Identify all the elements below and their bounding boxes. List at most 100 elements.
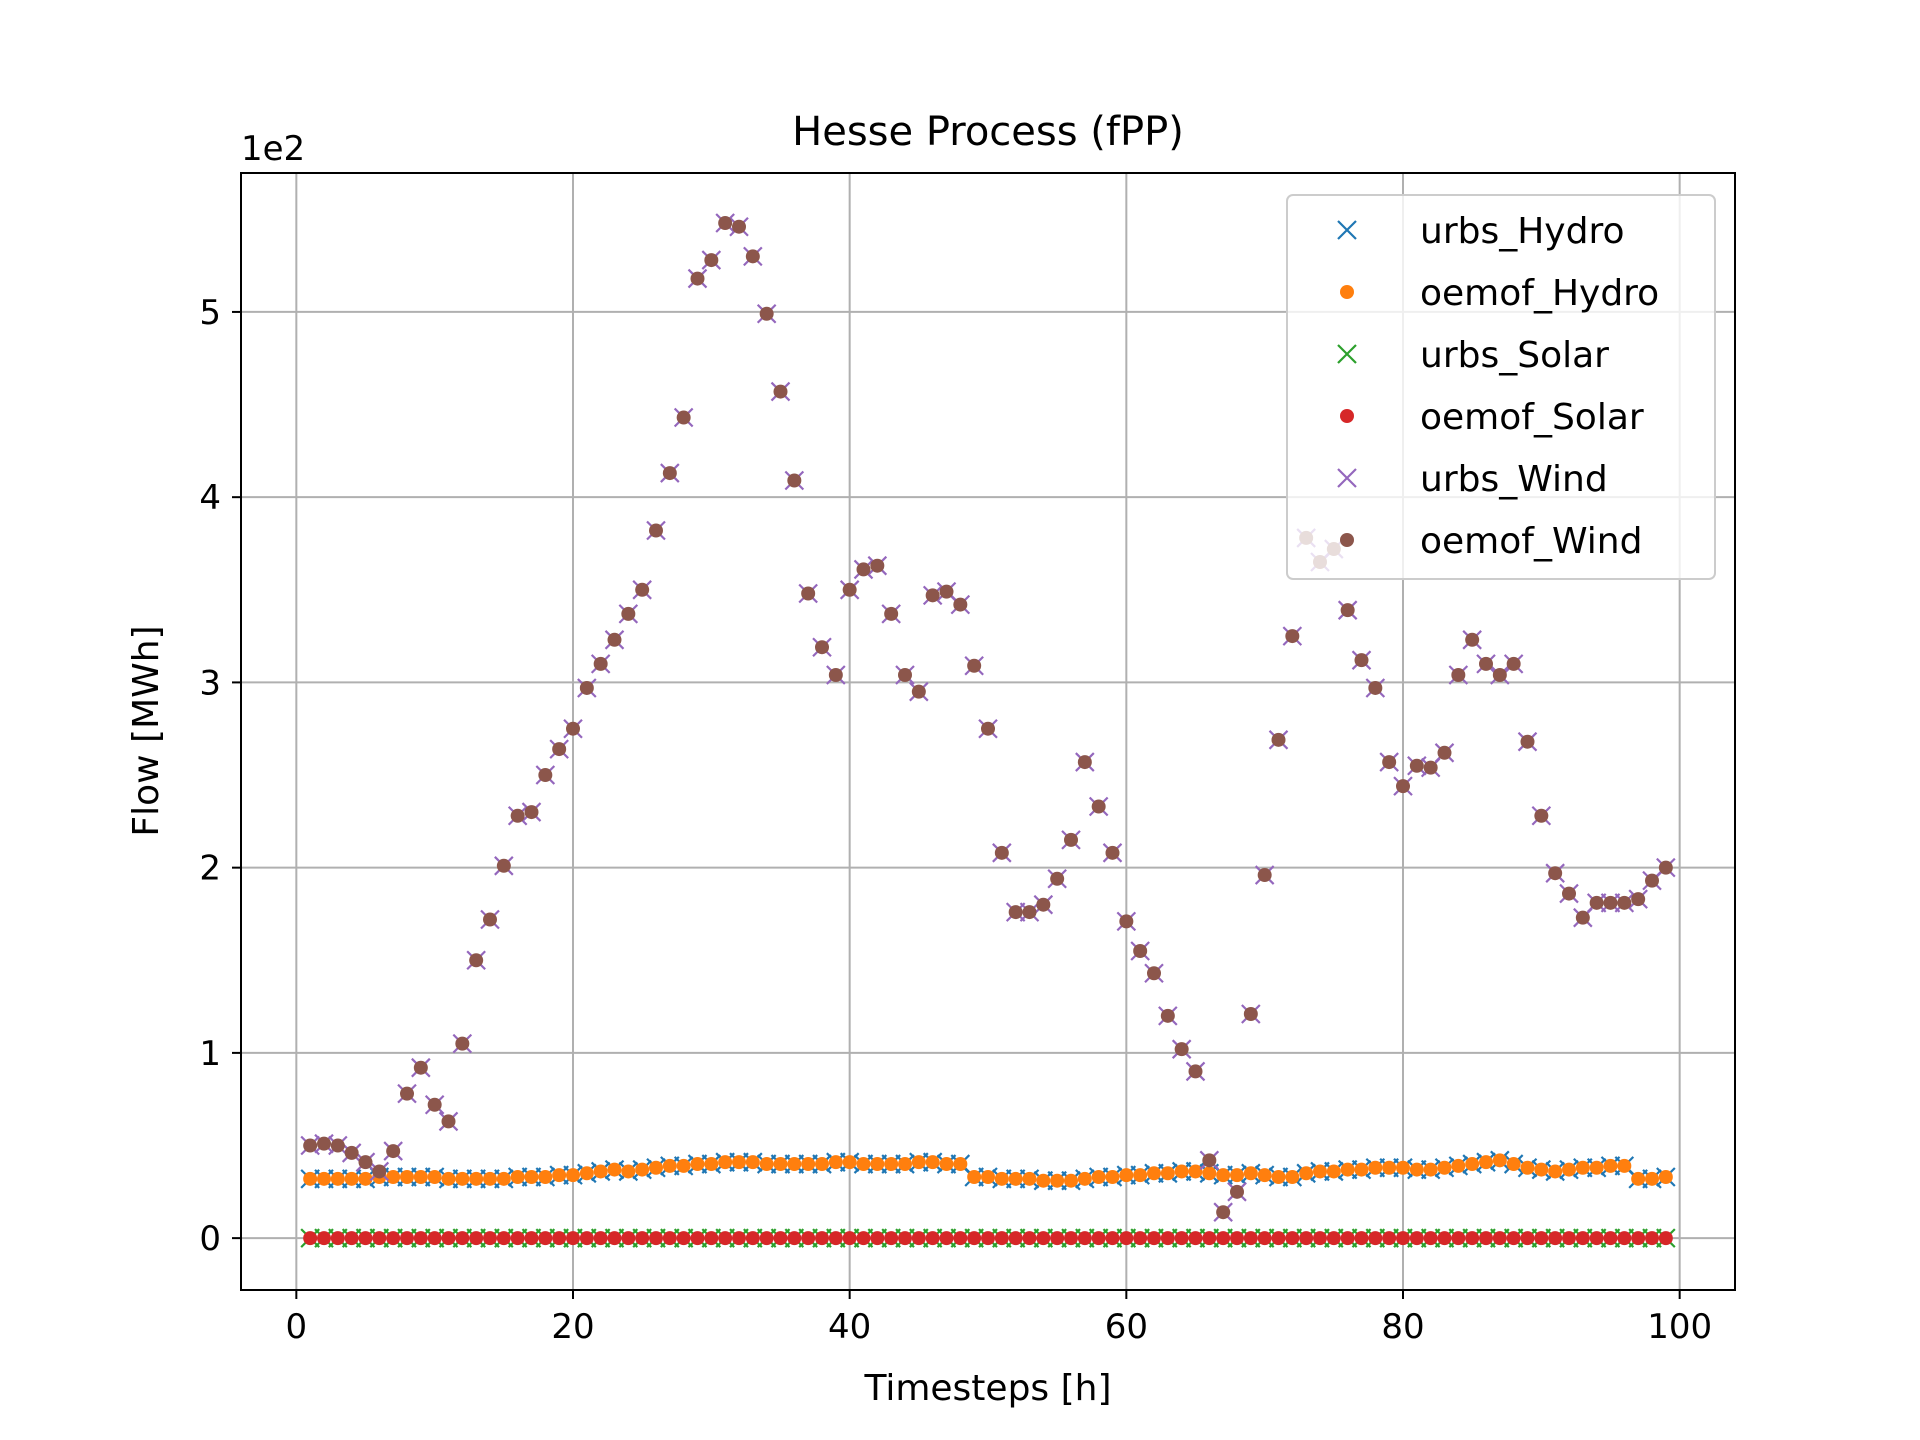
- point-oemof-wind: [1396, 779, 1410, 794]
- point-oemof-hydro: [427, 1170, 442, 1185]
- point-oemof-wind: [898, 668, 912, 683]
- legend-label-oemof-wind: oemof_Wind: [1420, 521, 1642, 562]
- point-oemof-wind: [1174, 1042, 1189, 1057]
- point-oemof-wind: [1050, 871, 1065, 886]
- point-oemof-hydro: [662, 1158, 677, 1173]
- point-oemof-solar: [911, 1231, 926, 1246]
- x-axis-label: Timesteps [h]: [863, 1368, 1111, 1409]
- point-oemof-solar: [621, 1231, 636, 1246]
- point-oemof-wind: [593, 656, 608, 671]
- point-oemof-hydro: [1409, 1162, 1424, 1177]
- point-oemof-hydro: [1257, 1168, 1272, 1183]
- point-oemof-hydro: [911, 1155, 926, 1170]
- point-oemof-solar: [1008, 1231, 1023, 1246]
- point-oemof-solar: [317, 1231, 331, 1246]
- legend-marker-urbs-hydro: [1337, 220, 1357, 240]
- axes-frame: [240, 172, 1736, 1291]
- point-oemof-hydro: [1036, 1173, 1051, 1188]
- point-oemof-hydro: [303, 1171, 318, 1186]
- point-oemof-wind: [732, 219, 746, 234]
- point-oemof-solar: [386, 1231, 401, 1246]
- point-oemof-solar: [455, 1231, 470, 1246]
- point-oemof-solar: [607, 1231, 622, 1246]
- point-oemof-solar: [718, 1231, 733, 1246]
- point-oemof-solar: [1216, 1231, 1231, 1246]
- point-oemof-hydro: [1230, 1168, 1244, 1183]
- y-tick-label: 0: [199, 1219, 221, 1259]
- point-oemof-wind: [1589, 895, 1604, 910]
- point-oemof-wind: [1575, 910, 1590, 925]
- point-oemof-solar: [1423, 1231, 1438, 1246]
- point-oemof-wind: [1368, 680, 1383, 695]
- point-oemof-hydro: [1340, 1162, 1355, 1177]
- point-oemof-hydro: [1658, 1170, 1673, 1185]
- point-oemof-solar: [1534, 1231, 1549, 1246]
- point-oemof-wind: [1354, 653, 1369, 668]
- point-oemof-wind: [1492, 668, 1507, 683]
- legend-label-oemof-hydro: oemof_Hydro: [1420, 273, 1659, 314]
- point-oemof-wind: [718, 216, 733, 231]
- point-oemof-solar: [704, 1231, 719, 1246]
- point-oemof-wind: [1534, 808, 1549, 823]
- point-oemof-hydro: [1492, 1153, 1507, 1168]
- point-oemof-solar: [1230, 1231, 1244, 1246]
- point-oemof-solar: [1105, 1231, 1120, 1246]
- point-oemof-hydro: [358, 1171, 373, 1186]
- point-oemof-solar: [1326, 1231, 1341, 1246]
- y-tick-label: 4: [199, 478, 221, 518]
- y-offset-text: 1e2: [241, 129, 305, 169]
- point-oemof-solar: [1451, 1231, 1466, 1246]
- point-oemof-hydro: [939, 1157, 954, 1172]
- point-oemof-solar: [1299, 1231, 1314, 1246]
- point-oemof-solar: [1147, 1231, 1161, 1246]
- legend-marker-urbs-solar: [1337, 344, 1357, 364]
- point-oemof-hydro: [413, 1170, 428, 1185]
- point-oemof-wind: [1077, 755, 1092, 770]
- point-oemof-solar: [1617, 1231, 1632, 1246]
- point-oemof-solar: [427, 1231, 442, 1246]
- point-oemof-solar: [1064, 1231, 1078, 1246]
- point-oemof-hydro: [400, 1170, 414, 1185]
- point-oemof-hydro: [1008, 1171, 1023, 1186]
- point-oemof-wind: [1631, 892, 1646, 907]
- point-oemof-wind: [704, 253, 719, 268]
- point-oemof-wind: [386, 1144, 401, 1159]
- point-oemof-wind: [372, 1164, 387, 1179]
- point-oemof-hydro: [649, 1160, 663, 1175]
- point-oemof-wind: [566, 721, 580, 736]
- point-oemof-hydro: [773, 1157, 788, 1172]
- point-oemof-hydro: [1548, 1164, 1563, 1179]
- point-oemof-solar: [524, 1231, 539, 1246]
- point-oemof-hydro: [745, 1155, 760, 1170]
- series-oemof-wind: [303, 216, 1673, 1220]
- point-oemof-solar: [1257, 1231, 1272, 1246]
- point-oemof-wind: [1008, 905, 1023, 920]
- point-oemof-solar: [358, 1231, 373, 1246]
- point-oemof-solar: [1174, 1231, 1189, 1246]
- point-oemof-solar: [1520, 1231, 1535, 1246]
- point-oemof-solar: [1022, 1231, 1037, 1246]
- point-oemof-solar: [787, 1231, 802, 1246]
- point-oemof-hydro: [344, 1171, 359, 1186]
- point-oemof-wind: [911, 684, 926, 699]
- point-oemof-wind: [759, 306, 774, 321]
- point-oemof-wind: [1091, 799, 1106, 814]
- legend-marker-oemof-wind: [1340, 533, 1354, 547]
- series-urbs-solar: [300, 1228, 1676, 1248]
- legend-label-urbs-hydro: urbs_Hydro: [1420, 211, 1625, 252]
- point-oemof-solar: [1271, 1231, 1286, 1246]
- point-oemof-hydro: [483, 1171, 497, 1186]
- point-oemof-hydro: [981, 1170, 995, 1185]
- point-oemof-solar: [566, 1231, 580, 1246]
- point-oemof-wind: [1119, 914, 1134, 929]
- point-oemof-hydro: [967, 1170, 982, 1185]
- legend-label-oemof-solar: oemof_Solar: [1420, 397, 1644, 438]
- point-oemof-wind: [1285, 629, 1300, 644]
- point-oemof-solar: [1285, 1231, 1300, 1246]
- point-oemof-hydro: [925, 1155, 940, 1170]
- point-oemof-solar: [1368, 1231, 1383, 1246]
- point-oemof-hydro: [538, 1170, 553, 1185]
- point-oemof-wind: [1451, 668, 1466, 683]
- point-oemof-wind: [538, 768, 553, 783]
